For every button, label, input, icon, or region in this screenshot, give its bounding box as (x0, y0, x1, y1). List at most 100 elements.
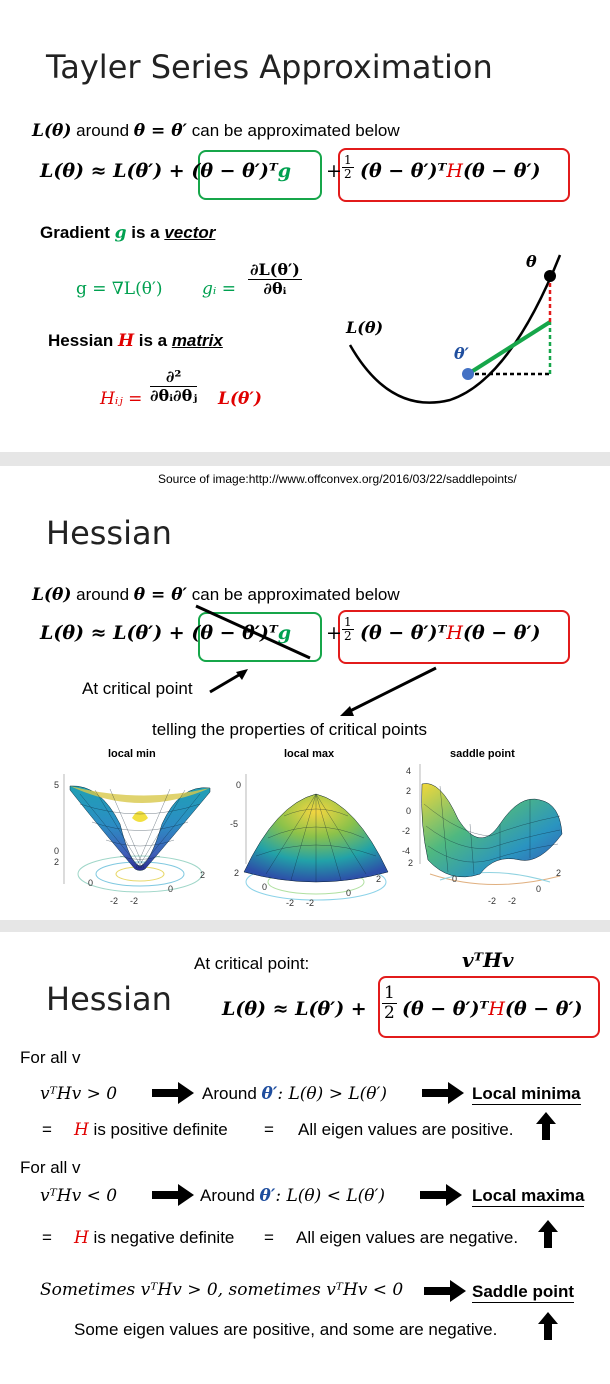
svg-text:0: 0 (168, 884, 173, 894)
svg-text:5: 5 (54, 780, 59, 790)
gradient-term-box (198, 612, 322, 662)
around1-theta: θ′ (261, 1084, 278, 1104)
sometimes-text: Sometimes vᵀHv > 0, sometimes vᵀHv < 0 (40, 1280, 404, 1300)
intro-loss: L(θ) (32, 121, 72, 141)
intro-line: L(θ) around θ = θ′ can be approximated b… (32, 585, 400, 605)
svg-text:2: 2 (54, 857, 59, 867)
intro-around: around (71, 121, 134, 140)
critical-arrowhead (236, 669, 248, 680)
eq-plus: + (326, 160, 342, 182)
equals-sign: = (264, 1228, 274, 1247)
equals-sign: = (264, 1120, 274, 1139)
hessian-frac: ∂² ∂θᵢ∂θⱼ (150, 368, 198, 404)
pd-text: is positive definite (88, 1120, 228, 1139)
properties-label: telling the properties of critical point… (152, 720, 427, 739)
theta-label: θ (526, 252, 537, 271)
hessian-num: ∂² (150, 368, 198, 387)
slide-hessian-intro: Source of image:http://www.offconvex.org… (0, 466, 610, 920)
hessian-tail: L(θ′) (218, 389, 262, 409)
eq-lhs: L(θ) ≈ L(θ′) + (40, 160, 192, 182)
eq-hessian-term: (θ − θ′)ᵀH(θ − θ′) (360, 622, 540, 644)
eq-gradient-g: g (277, 622, 292, 644)
properties-arrowhead (340, 706, 354, 716)
arrow-right-icon (152, 1082, 194, 1109)
hessian-term-box (338, 148, 570, 202)
pd-H: H (74, 1120, 89, 1140)
intro-condition: θ = θ′ (133, 121, 188, 141)
svg-text:2: 2 (556, 868, 561, 878)
critical-point-label: At critical point (82, 679, 193, 698)
intro-loss: L(θ) (32, 585, 72, 605)
for-all-label-2: For all v (20, 1158, 81, 1177)
svg-text:-2: -2 (488, 896, 496, 906)
at-critical-label: At critical point: (194, 954, 310, 973)
result-saddle-point: Saddle point (472, 1282, 574, 1303)
positive-definite-line: H is positive definite (74, 1120, 228, 1140)
around2-prefix: Around (200, 1186, 260, 1205)
plot-title-saddle: saddle point (450, 748, 515, 760)
equals-sign: = (42, 1228, 52, 1247)
eq-h-right: (θ − θ′) (504, 998, 583, 1020)
svg-text:2: 2 (200, 870, 205, 880)
condition-negative: vᵀHv < 0 (40, 1186, 118, 1206)
eq-plus: + (326, 622, 342, 644)
gradient-gi: gᵢ = (202, 279, 236, 299)
around-line-2: Around θ′: L(θ) < L(θ′) (200, 1186, 385, 1206)
intro-suffix: can be approximated below (187, 121, 400, 140)
theta-point (544, 270, 556, 282)
intro-around: around (71, 585, 134, 604)
eq-h-H: H (446, 160, 463, 182)
eq-gradient-factor: (θ − θ′)ᵀ (191, 622, 278, 644)
eigen-negative: All eigen values are negative. (296, 1228, 519, 1247)
taylor-equation: L(θ) ≈ L(θ′) + (θ − θ′)ᵀg (40, 160, 291, 182)
intro-condition: θ = θ′ (133, 585, 188, 605)
arrow-up-icon (538, 1312, 558, 1345)
gradient-label-g: g (114, 223, 127, 243)
arrow-right-icon (422, 1082, 464, 1109)
hessian-label-matrix: matrix (171, 331, 223, 350)
svg-text:-2: -2 (306, 898, 314, 908)
svg-text:2: 2 (376, 874, 381, 884)
eq-hessian-term: (θ − θ′)ᵀH(θ − θ′) (402, 998, 582, 1020)
eq-h-right: (θ − θ′) (462, 622, 541, 644)
arrow-up-icon (538, 1220, 558, 1253)
eigen-mixed: Some eigen values are positive, and some… (74, 1320, 498, 1339)
gradient-def: g = ∇L(θ′) (76, 279, 163, 299)
gradient-den: ∂θᵢ (263, 278, 287, 298)
eigen-positive: All eigen values are positive. (298, 1120, 514, 1139)
half-den: 2 (344, 167, 352, 182)
for-all-label-1: For all v (20, 1048, 81, 1067)
svg-text:-2: -2 (130, 896, 138, 906)
svg-text:0: 0 (536, 884, 541, 894)
half-num: 1 (382, 983, 397, 1004)
half-num: 1 (342, 153, 354, 169)
eq-h-left: (θ − θ′)ᵀ (360, 622, 447, 644)
properties-arrow (347, 666, 437, 714)
slide-title: Hessian (46, 980, 172, 1018)
svg-text:-2: -2 (110, 896, 118, 906)
eq-gradient-factor: (θ − θ′)ᵀ (191, 160, 278, 182)
arrow-up-icon (536, 1112, 556, 1145)
slide-title: Hessian (46, 514, 172, 552)
eq-lhs: L(θ) ≈ L(θ′) + (222, 998, 367, 1020)
source-citation: Source of image:http://www.offconvex.org… (158, 472, 517, 486)
eq-lhs: L(θ) ≈ L(θ′) + (40, 622, 192, 644)
result-local-minima: Local minima (472, 1084, 581, 1105)
arrow-right-icon (152, 1184, 194, 1211)
gradient-term-box (198, 150, 322, 200)
theta-prime-point (462, 368, 474, 380)
gradient-frac: ∂L(θ′) ∂θᵢ (248, 261, 302, 297)
eq-h-left: (θ − θ′)ᵀ (360, 160, 447, 182)
svg-text:0: 0 (452, 874, 457, 884)
hessian-label-pre: Hessian (48, 331, 118, 350)
gradient-label-vector: vector (164, 223, 216, 242)
svg-text:2: 2 (406, 786, 411, 796)
svg-text:-2: -2 (402, 826, 410, 836)
svg-text:0: 0 (406, 806, 411, 816)
equals-sign: = (42, 1120, 52, 1139)
around2-theta: θ′ (259, 1186, 276, 1206)
hessian-term-box (338, 610, 570, 664)
